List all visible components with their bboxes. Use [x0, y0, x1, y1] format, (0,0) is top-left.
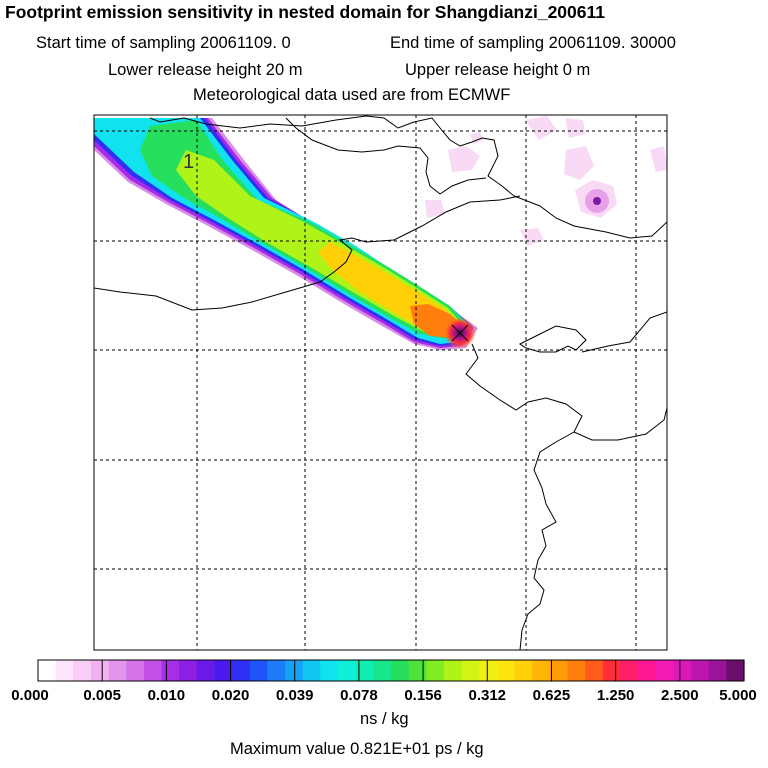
colorbar-cell	[673, 660, 692, 681]
colorbar-cell	[655, 660, 674, 681]
colorbar-cell	[602, 660, 622, 681]
colorbar-cell	[532, 660, 551, 681]
colorbar-cell	[320, 660, 339, 681]
colorbar-cell	[214, 660, 233, 681]
colorbar-tick-label: 0.312	[468, 687, 506, 704]
colorbar-tick-label: 0.625	[533, 687, 571, 704]
colorbar-cell	[338, 660, 357, 681]
colorbar-cell	[391, 660, 410, 681]
colorbar-cell	[55, 660, 74, 681]
units-label: ns / kg	[360, 710, 409, 728]
lower-release-height-label: Lower release height 20 m	[108, 61, 303, 79]
colorbar-tick-label: 0.020	[212, 687, 250, 704]
colorbar-cell	[638, 660, 657, 681]
map-title: Footprint emission sensitivity in nested…	[5, 2, 605, 22]
low-sensitivity-patches	[425, 116, 667, 246]
colorbar-cell	[726, 660, 745, 681]
colorbar-cell	[90, 660, 110, 681]
colorbar-cell	[373, 660, 392, 681]
coastlines	[94, 115, 667, 650]
footprint-plume	[94, 116, 667, 350]
colorbar-cell	[355, 660, 374, 681]
colorbar-cell	[143, 660, 163, 681]
colorbar-cell	[461, 660, 480, 681]
colorbar-tick-label: 0.039	[276, 687, 314, 704]
colorbar-cell	[549, 660, 569, 681]
colorbar-cell	[249, 660, 269, 681]
colorbar-tick-label: 0.000	[11, 687, 49, 704]
end-time-label: End time of sampling 20061109. 30000	[390, 34, 676, 52]
colorbar-tick-label: 0.010	[148, 687, 186, 704]
colorbar-cell	[496, 660, 516, 681]
colorbar-cell	[479, 660, 498, 681]
colorbar-cell	[426, 660, 445, 681]
colorbar-tick-label: 0.078	[340, 687, 378, 704]
colorbar-cell	[196, 660, 216, 681]
colorbar-cell	[567, 660, 586, 681]
meteorological-data-label: Meteorological data used are from ECMWF	[193, 86, 511, 104]
colorbar-cell	[585, 660, 604, 681]
colorbar-cell	[691, 660, 710, 681]
colorbar-cell	[108, 660, 127, 681]
colorbar-cell	[443, 660, 463, 681]
colorbar-cell	[38, 660, 57, 681]
colorbar-cell	[302, 660, 321, 681]
patch-core	[593, 197, 601, 205]
colorbar-cell	[232, 660, 251, 681]
colorbar-cell	[408, 660, 427, 681]
colorbar-labels: 0.000 0.005 0.010 0.020 0.039 0.078 0.156 0.312…	[11, 687, 757, 704]
colorbar-cell	[285, 660, 304, 681]
colorbar	[38, 660, 745, 681]
graticule	[94, 115, 667, 650]
colorbar-cell	[267, 660, 286, 681]
colorbar-tick-label: 1.250	[597, 687, 635, 704]
colorbar-cell	[126, 660, 145, 681]
colorbar-cell	[514, 660, 533, 681]
map-frame	[93, 114, 668, 651]
contour-label: 1	[183, 151, 194, 173]
colorbar-cell	[708, 660, 727, 681]
colorbar-cell	[73, 660, 92, 681]
colorbar-ticks	[37, 660, 745, 681]
receptor-marker	[451, 324, 469, 342]
upper-release-height-label: Upper release height 0 m	[405, 61, 591, 79]
colorbar-tick-label: 2.500	[661, 687, 699, 704]
colorbar-cell	[620, 660, 639, 681]
colorbar-cell	[161, 660, 180, 681]
colorbar-tick-label: 0.156	[404, 687, 442, 704]
colorbar-tick-label: 0.005	[83, 687, 121, 704]
colorbar-cell	[179, 660, 198, 681]
colorbar-tick-label: 5.000	[719, 687, 757, 704]
start-time-label: Start time of sampling 20061109. 0	[36, 34, 291, 52]
maximum-value-label: Maximum value 0.821E+01 ps / kg	[230, 740, 484, 758]
